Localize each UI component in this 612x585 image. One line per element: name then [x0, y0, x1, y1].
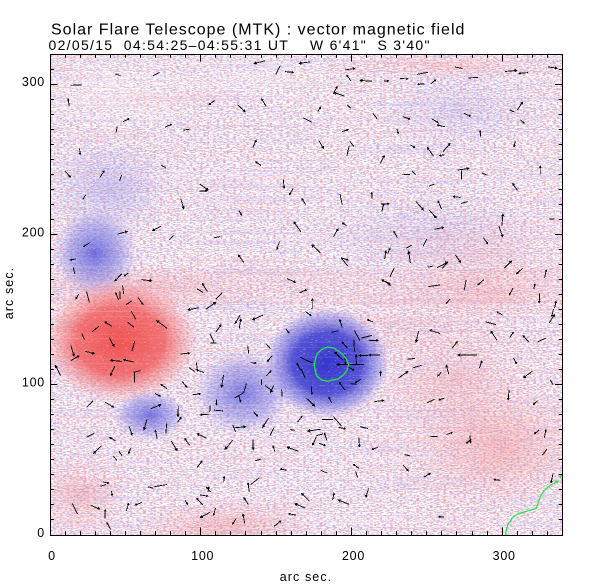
svg-text:100: 100 [191, 549, 214, 563]
svg-text:0: 0 [37, 526, 45, 540]
svg-text:arc sec.: arc sec. [2, 267, 16, 320]
svg-text:300: 300 [493, 549, 516, 563]
svg-text:02/05/15 04:54:25–04:55:31 UT: 02/05/15 04:54:25–04:55:31 UT W 6'41" S … [49, 37, 431, 53]
svg-text:arc sec.: arc sec. [280, 570, 333, 584]
svg-text:Solar Flare Telescope (MTK) :: Solar Flare Telescope (MTK) : vector mag… [51, 22, 465, 39]
svg-text:200: 200 [342, 549, 365, 563]
svg-text:0: 0 [48, 549, 56, 563]
svg-text:300: 300 [22, 75, 45, 89]
svg-text:100: 100 [22, 376, 45, 390]
svg-text:200: 200 [22, 225, 45, 239]
